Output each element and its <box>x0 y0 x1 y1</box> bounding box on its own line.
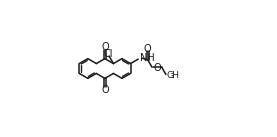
Text: O: O <box>101 85 109 95</box>
Text: NH: NH <box>140 53 155 63</box>
Text: O: O <box>101 42 109 52</box>
Text: Cl: Cl <box>104 49 114 59</box>
Text: CH: CH <box>167 71 180 80</box>
Text: O: O <box>154 63 161 73</box>
Text: 3: 3 <box>170 73 174 79</box>
Text: O: O <box>144 44 152 54</box>
